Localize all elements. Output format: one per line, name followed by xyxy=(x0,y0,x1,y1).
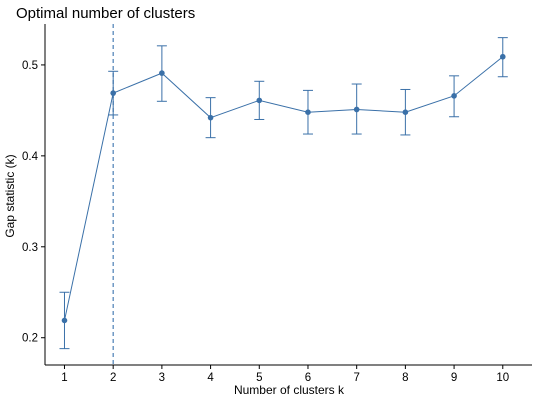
x-tick-label: 3 xyxy=(159,372,165,384)
x-tick-label: 2 xyxy=(110,372,116,384)
y-axis-label: Gap statistic (k) xyxy=(3,154,17,237)
plot-area: 0.2 0.3 0.4 0.5 1 2 3 4 5 6 7 8 9 10 xyxy=(22,24,532,384)
y-tick-label: 0.5 xyxy=(22,60,38,72)
data-point xyxy=(305,109,311,116)
data-point xyxy=(159,70,165,76)
data-point xyxy=(353,106,360,113)
x-tick-label: 7 xyxy=(353,372,359,384)
data-point xyxy=(451,93,457,99)
series-line xyxy=(63,56,504,321)
x-tick-label: 10 xyxy=(496,372,509,384)
chart-title: Optimal number of clusters xyxy=(16,5,195,22)
x-tick-label: 5 xyxy=(256,372,262,384)
data-point xyxy=(207,114,214,121)
x-tick-label: 6 xyxy=(305,372,311,384)
x-tick-label: 4 xyxy=(207,372,214,384)
y-tick-label: 0.2 xyxy=(22,333,38,345)
x-tick-label: 9 xyxy=(451,372,457,384)
data-point xyxy=(61,317,68,324)
y-tick-label: 0.3 xyxy=(22,242,38,254)
x-axis-label: Number of clusters k xyxy=(234,383,345,397)
x-tick-label: 1 xyxy=(61,372,67,384)
data-point xyxy=(256,97,263,104)
data-point xyxy=(499,53,506,60)
y-tick-label: 0.4 xyxy=(22,151,39,163)
x-tick-label: 8 xyxy=(402,372,408,384)
data-point xyxy=(402,109,409,116)
data-point xyxy=(110,90,116,96)
